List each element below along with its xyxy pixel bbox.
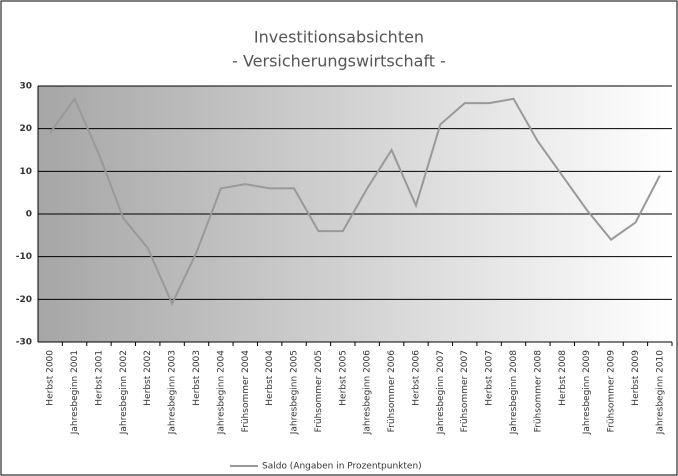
x-tick-label: Frühsommer 2009 [607, 350, 617, 433]
y-tick-label: -10 [16, 252, 32, 262]
x-tick-label: Herbst 2000 [46, 350, 56, 406]
x-tick-label: Frühsommer 2008 [533, 350, 543, 433]
x-tick-label: Herbst 2003 [192, 350, 202, 406]
x-tick-label: Jahresbeginn 2010 [655, 350, 665, 436]
y-tick-label: -20 [16, 295, 32, 305]
x-tick-label: Jahresbeginn 2001 [70, 350, 80, 435]
y-tick-label: 0 [26, 210, 32, 220]
x-tick-label: Jahresbeginn 2002 [119, 350, 129, 435]
x-tick-label: Herbst 2005 [338, 350, 348, 406]
x-tick-label: Frühsommer 2005 [314, 350, 324, 432]
y-tick-label: 20 [19, 124, 32, 134]
y-tick-label: 30 [19, 82, 32, 92]
x-tick-label: Frühsommer 2006 [387, 350, 397, 433]
x-tick-label: Herbst 2006 [411, 350, 421, 406]
x-tick-label: Herbst 2002 [143, 350, 153, 406]
x-tick-label: Jahresbeginn 2009 [582, 350, 592, 436]
y-tick-label: -30 [16, 338, 32, 348]
legend-label: Saldo (Angaben in Prozentpunkten) [262, 462, 422, 472]
series-line [49, 96, 661, 307]
x-tick-label: Frühsommer 2004 [241, 350, 251, 433]
x-tick-label: Jahresbeginn 2007 [436, 350, 446, 435]
y-tick-label: 10 [19, 167, 32, 177]
x-tick-label: Frühsommer 2007 [460, 350, 470, 432]
x-tick-label: Jahresbeginn 2004 [216, 350, 226, 436]
x-tick-label: Jahresbeginn 2003 [168, 350, 178, 435]
chart-subtitle: - Versicherungswirtschaft - [232, 52, 446, 71]
x-tick-label: Herbst 2007 [485, 350, 495, 406]
x-tick-label: Herbst 2008 [558, 350, 568, 406]
x-tick-label: Jahresbeginn 2006 [363, 350, 373, 436]
x-tick-label: Jahresbeginn 2008 [509, 350, 519, 436]
chart-title: Investitionsabsichten [254, 28, 424, 47]
x-tick-label: Herbst 2009 [631, 350, 641, 406]
x-tick-label: Herbst 2001 [94, 350, 104, 406]
x-tick-label: Herbst 2004 [265, 350, 275, 406]
x-tick-label: Jahresbeginn 2005 [290, 350, 300, 435]
